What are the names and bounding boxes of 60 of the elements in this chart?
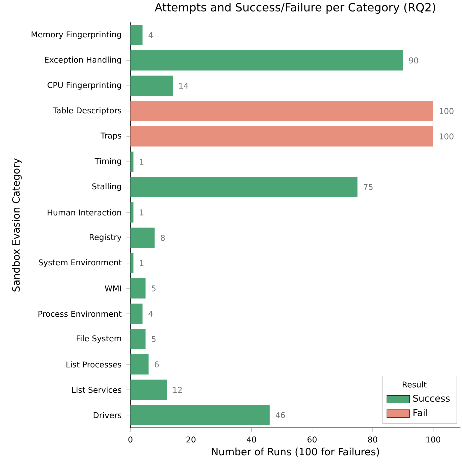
data-label: 1 [140, 159, 144, 165]
bar [130, 253, 134, 274]
y-tick-label: WMI [105, 286, 122, 292]
x-axis-title: Number of Runs (100 for Failures) [212, 448, 380, 457]
data-label: 5 [152, 286, 156, 292]
bar [130, 228, 155, 248]
y-tick-label: CPU Fingerprinting [48, 82, 122, 90]
bar [130, 126, 434, 147]
y-tick-label: Exception Handling [45, 56, 122, 65]
y-tick-label: List Services [72, 386, 122, 394]
bar [130, 76, 174, 96]
y-tick-label: Table Descriptors [52, 107, 122, 116]
bar [130, 329, 146, 350]
data-label: 1 [140, 210, 144, 216]
chart-title: Attempts and Success/Failure per Category (RQ2) [155, 2, 436, 14]
y-tick-label: List Processes [66, 362, 122, 368]
bar [130, 304, 143, 324]
x-tick-label: 20 [186, 436, 196, 443]
y-tick-label: Process Environment [38, 310, 122, 318]
y-tick-label: File System [76, 335, 122, 344]
legend-label: Fail [414, 409, 428, 416]
y-tick-label: Registry [90, 234, 122, 242]
bar [130, 380, 167, 400]
y-tick-label: Drivers [94, 412, 122, 418]
data-label: 4 [148, 32, 154, 38]
data-label: 8 [161, 234, 166, 242]
data-label: 4 [148, 311, 154, 317]
x-tick-label: 100 [426, 436, 441, 443]
data-label: 6 [154, 362, 160, 368]
bar [130, 278, 146, 299]
data-label: 14 [180, 83, 188, 89]
x-tick-label: 40 [247, 436, 256, 443]
data-label: 90 [409, 58, 418, 64]
data-label: 46 [276, 412, 286, 418]
x-tick-label: 80 [368, 436, 378, 443]
legend-title: Result [402, 382, 427, 388]
data-label: 12 [173, 387, 182, 393]
y-tick-label: Memory Fingerprinting [32, 31, 122, 40]
x-tick-label: 60 [308, 436, 317, 443]
data-label: 1 [140, 260, 144, 266]
data-label: 100 [440, 108, 454, 114]
legend-label: Success [413, 395, 450, 402]
y-tick-label: Timing [94, 158, 122, 166]
y-tick-label: Stalling [92, 183, 122, 192]
bar [130, 177, 358, 198]
data-label: 75 [364, 184, 373, 190]
y-axis-title: Sandbox Evasion Category [12, 158, 22, 292]
bar [130, 354, 149, 375]
y-tick-label: Traps [100, 132, 122, 140]
bar [130, 152, 134, 172]
bar [130, 50, 404, 71]
y-tick-label: Human Interaction [48, 210, 122, 216]
data-label: 5 [152, 336, 156, 342]
y-tick-label: System Environment [39, 259, 122, 268]
bar [130, 25, 143, 46]
data-label: 100 [440, 134, 454, 140]
bar [130, 202, 134, 223]
bar [130, 101, 434, 122]
x-tick-label: 0 [128, 436, 133, 443]
bar [130, 405, 270, 426]
